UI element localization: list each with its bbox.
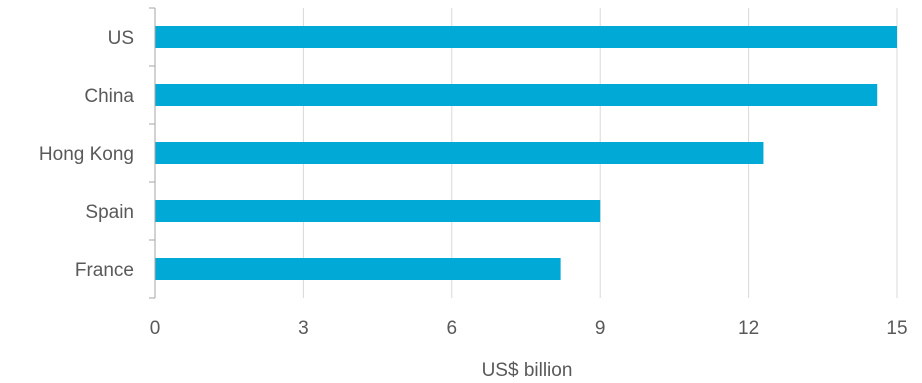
bar <box>155 84 878 106</box>
x-tick-label: 12 <box>738 318 759 339</box>
category-label: Spain <box>85 202 134 223</box>
x-tick-label: 6 <box>447 318 458 339</box>
x-tick-label: 3 <box>298 318 309 339</box>
x-tick-label: 15 <box>886 318 907 339</box>
category-labels: US China Hong Kong Spain France <box>39 28 134 281</box>
category-label: China <box>84 86 134 107</box>
x-tick-label: 0 <box>150 318 161 339</box>
bar <box>155 142 764 164</box>
bar <box>155 200 601 222</box>
category-label: France <box>75 260 134 281</box>
bars <box>155 26 897 280</box>
category-label: Hong Kong <box>39 144 134 165</box>
bar <box>155 258 561 280</box>
x-axis-title: US$ billion <box>482 360 573 381</box>
bar <box>155 26 897 48</box>
category-label: US <box>108 28 134 49</box>
x-tick-label: 9 <box>595 318 606 339</box>
axes <box>149 7 156 299</box>
tick-labels: 0 3 6 9 12 15 <box>150 318 908 339</box>
